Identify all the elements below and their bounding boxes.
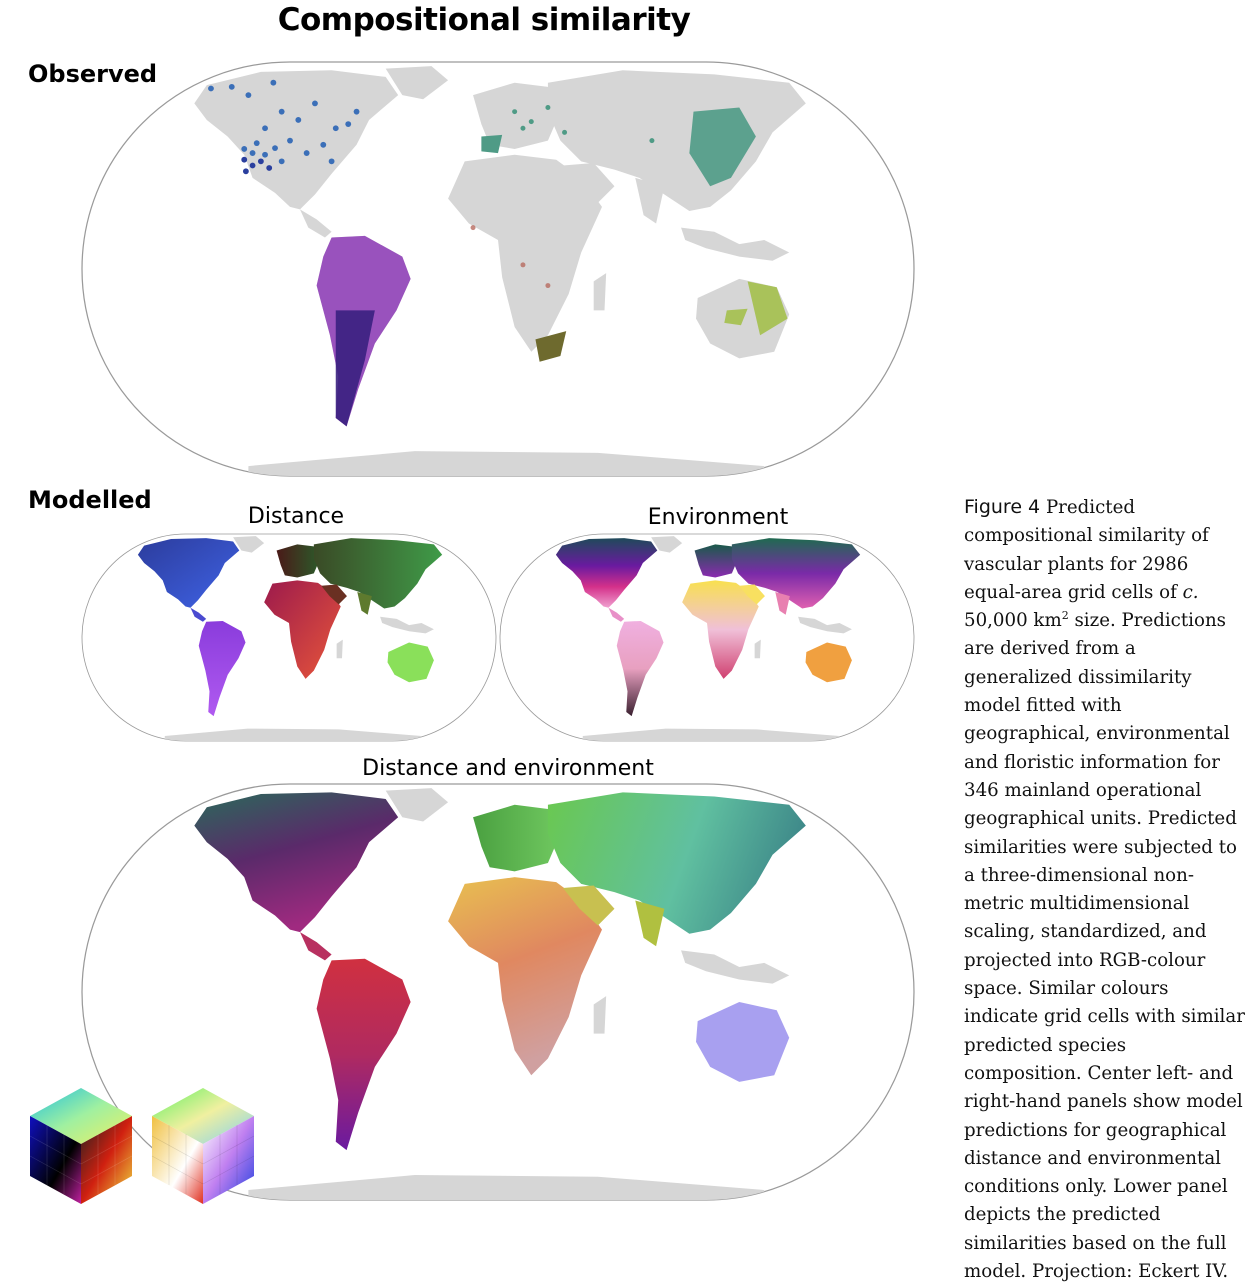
caption-text-part1: Predicted compositional similarity of va… (964, 497, 1209, 603)
rgb-cube-light-icon (151, 1088, 255, 1204)
observed-label: Observed (28, 60, 158, 88)
distance-and-environment-map (81, 783, 915, 1201)
environment-panel-label: Environment (647, 505, 789, 530)
figure-caption: Figure 4 Predicted compositional similar… (964, 493, 1246, 1286)
caption-circa: c. (1182, 581, 1199, 603)
figure-title: Compositional similarity (277, 2, 691, 38)
rgb-cube-dark-icon (29, 1088, 133, 1204)
observed-map (81, 61, 915, 477)
environment-map (499, 533, 915, 742)
caption-text-part3: size. Predictions are derived from a gen… (964, 610, 1245, 1283)
distance-panel-label: Distance (247, 504, 345, 529)
caption-text-part2: 50,000 km (964, 610, 1062, 632)
caption-superscript: 2 (1061, 609, 1069, 623)
modelled-label: Modelled (28, 486, 152, 514)
distance-and-environment-panel-label: Distance and environment (362, 756, 654, 781)
distance-map (81, 533, 497, 742)
caption-label: Figure 4 (964, 496, 1041, 518)
